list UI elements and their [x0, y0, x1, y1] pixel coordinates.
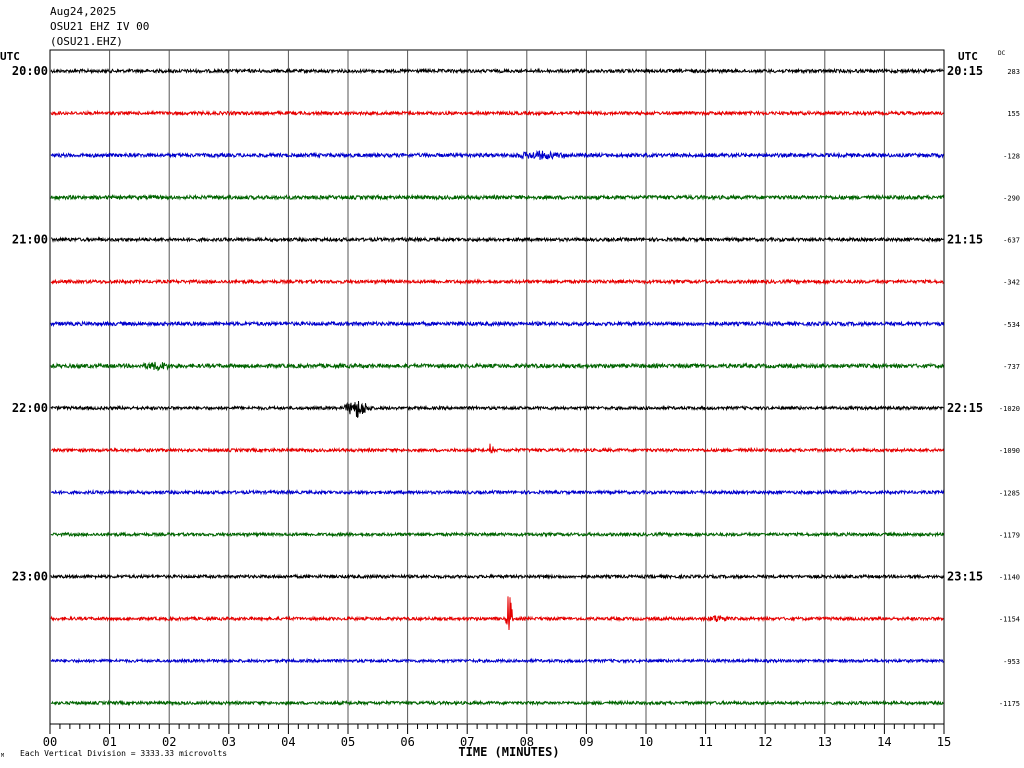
- x-tick-label: 05: [341, 735, 355, 749]
- scale-note: Each Vertical Division = 3333.33 microvo…: [20, 749, 228, 758]
- seismic-trace: [50, 699, 944, 707]
- seismic-trace: [50, 657, 944, 665]
- seismic-trace: [50, 443, 944, 454]
- grid: [49, 49, 945, 734]
- x-tick-label: 01: [102, 735, 116, 749]
- x-tick-label: 09: [579, 735, 593, 749]
- dc-offset-label: -1140: [999, 574, 1020, 582]
- dc-offset-label: -290: [1003, 194, 1020, 202]
- seismic-trace: [50, 400, 944, 418]
- left-utc-label: UTC: [0, 50, 20, 63]
- traces: [50, 67, 944, 707]
- right-time-label: 20:15: [947, 64, 983, 78]
- seismic-trace: [50, 149, 944, 161]
- dc-offset-label: 283: [1007, 68, 1020, 76]
- x-tick-label: 12: [758, 735, 772, 749]
- seismic-trace: [50, 531, 944, 538]
- dc-offset-label: 155: [1007, 110, 1020, 118]
- plot-date: Aug24,2025: [50, 5, 117, 18]
- x-tick-label: 11: [698, 735, 712, 749]
- seismic-trace: [50, 488, 944, 496]
- x-axis-label: TIME (MINUTES): [458, 745, 559, 759]
- x-tick-label: 03: [222, 735, 236, 749]
- dc-offset-label: -737: [1003, 363, 1020, 371]
- seismic-trace: [50, 67, 944, 75]
- x-tick-label: 15: [937, 735, 951, 749]
- left-time-label: 20:00: [12, 64, 48, 78]
- station-name: OSU21 EHZ IV 00: [50, 20, 150, 33]
- x-tick-label: 14: [877, 735, 891, 749]
- right-time-label: 23:15: [947, 570, 983, 584]
- dc-offset-label: -637: [1003, 237, 1020, 245]
- left-time-label: 23:00: [12, 570, 48, 584]
- x-tick-label: 04: [281, 735, 295, 749]
- dc-offset-label: -1175: [999, 700, 1020, 708]
- right-time-label: 22:15: [947, 401, 983, 415]
- x-tick-label: 07: [460, 735, 474, 749]
- x-tick-label: 13: [818, 735, 832, 749]
- dc-offset-label: -128: [1003, 152, 1020, 160]
- seismic-trace: [50, 361, 944, 372]
- seismic-trace: [50, 278, 944, 286]
- dc-offset-label: -1285: [999, 489, 1020, 497]
- seismic-trace: [50, 109, 944, 117]
- seismic-trace: [51, 236, 944, 244]
- x-tick-label: 00: [43, 735, 57, 749]
- dc-label: DC: [998, 50, 1006, 57]
- dc-offset-label: -534: [1003, 321, 1020, 329]
- x-tick-label: 10: [639, 735, 653, 749]
- channel-code: (OSU21.EHZ): [50, 35, 123, 48]
- seismic-trace: [50, 193, 944, 202]
- footer-mark: M: [1, 753, 5, 759]
- labels: 00 01 02 03 04 05 06 07 08 09 10 11 12 13 14 15 283 20:00…: [12, 64, 1020, 749]
- seismic-trace: [50, 320, 944, 328]
- dc-offset-label: -1179: [999, 531, 1020, 539]
- plot-frame: [49, 49, 945, 725]
- x-tick-label: 02: [162, 735, 176, 749]
- dc-offset-label: -953: [1003, 658, 1020, 666]
- x-tick-label: 08: [520, 735, 534, 749]
- right-time-label: 21:15: [947, 233, 983, 247]
- left-time-label: 21:00: [12, 233, 48, 247]
- dc-offset-label: -342: [1003, 279, 1020, 287]
- dc-offset-label: -1090: [999, 447, 1020, 455]
- left-time-label: 22:00: [12, 401, 48, 415]
- dc-offset-label: -1154: [999, 616, 1020, 624]
- x-tick-label: 06: [400, 735, 414, 749]
- seismic-trace: [50, 573, 944, 580]
- right-utc-label: UTC: [958, 50, 978, 63]
- seismic-trace: [50, 596, 944, 631]
- dc-offset-label: -1020: [999, 405, 1020, 413]
